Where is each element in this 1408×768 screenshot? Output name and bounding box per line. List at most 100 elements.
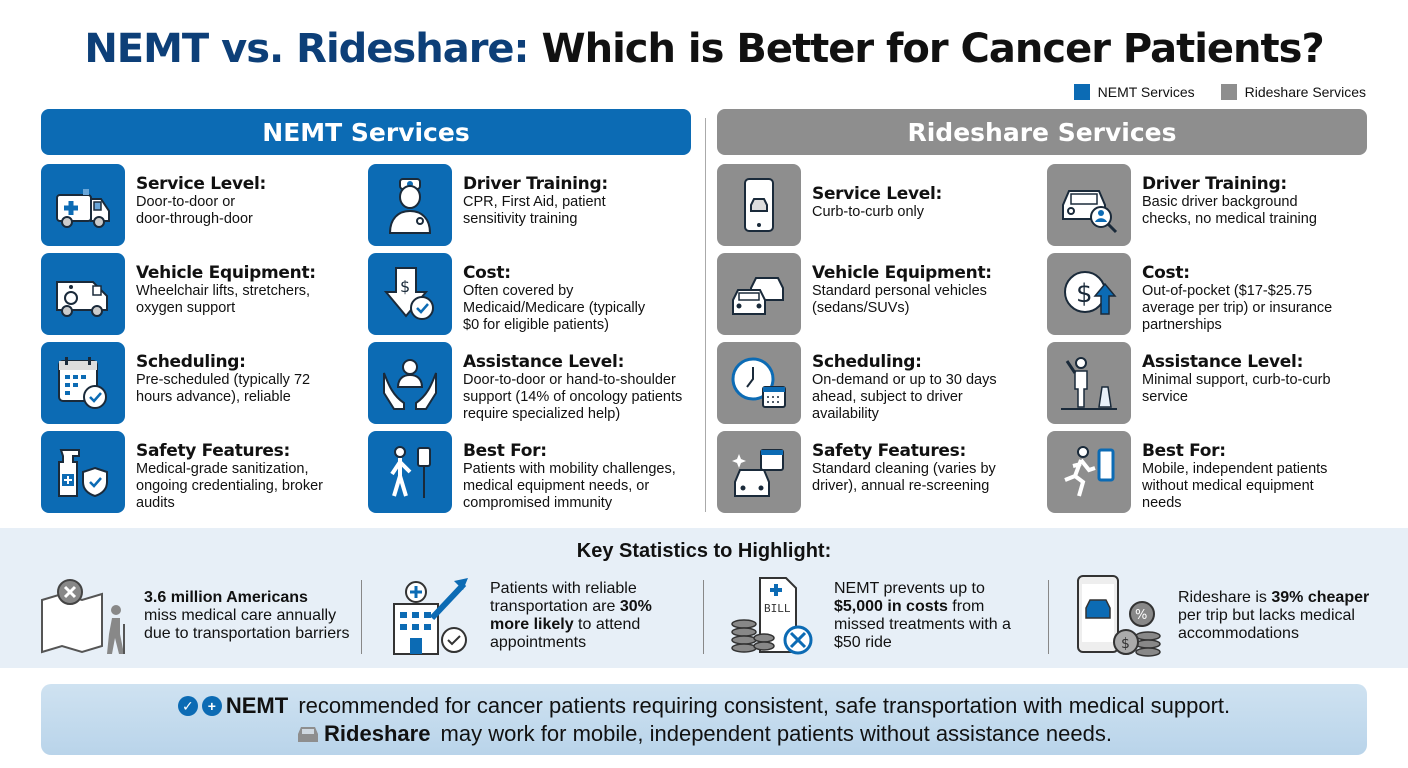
nemt-header: NEMT Services	[41, 109, 691, 155]
phone-coins-icon: %$	[1077, 575, 1161, 657]
card-label: Cost:	[1142, 263, 1190, 283]
card-desc: Basic driver background checks, no medic…	[1142, 194, 1317, 227]
person-curb-icon	[1047, 342, 1131, 424]
card-label: Safety Features:	[136, 441, 290, 461]
card-label: Service Level:	[812, 184, 942, 204]
car-sparkle-calendar-icon	[717, 431, 801, 513]
card-label: Best For:	[1142, 441, 1226, 461]
card-label: Assistance Level:	[463, 352, 625, 372]
card-desc: Standard cleaning (varies by driver), an…	[812, 461, 996, 494]
stat-item: % $ Rideshare is 39% cheaper per trip but…	[1072, 574, 1384, 658]
card-label: Assistance Level:	[1142, 352, 1304, 372]
card-desc: Mobile, independent patients without med…	[1142, 461, 1328, 511]
recommendation-box: ✓ + NEMT recommended for cancer patients…	[41, 684, 1367, 755]
calendar-check-icon	[41, 342, 125, 424]
card-label: Service Level:	[136, 174, 266, 194]
card-label: Scheduling:	[136, 352, 246, 372]
card-desc: Pre-scheduled (typically 72 hours advanc…	[136, 372, 311, 405]
title-rest: Which is Better for Cancer Patients?	[528, 26, 1324, 72]
svg-text:$: $	[1076, 279, 1093, 309]
page-title: NEMT vs. Rideshare: Which is Better for …	[0, 26, 1408, 72]
card-label: Safety Features:	[812, 441, 966, 461]
rideshare-card-driver-training: Driver Training: Basic driver background …	[1047, 164, 1377, 246]
rideshare-card-scheduling: Scheduling: On-demand or up to 30 days ah…	[717, 342, 1047, 424]
stats-band	[0, 528, 1408, 668]
stat-item: Patients with reliable transportation ar…	[384, 574, 680, 658]
svg-text:%: %	[1135, 608, 1147, 623]
stat-divider	[361, 580, 362, 654]
nemt-card-safety-features: Safety Features: Medical-grade sanitizati…	[41, 431, 371, 513]
rec-bold: Rideshare	[324, 720, 431, 746]
bill-coins-icon: BILL	[731, 577, 813, 655]
stat-divider	[1048, 580, 1049, 654]
stat-bold: 30% more likely	[490, 598, 652, 633]
card-desc: Wheelchair lifts, stretchers, oxygen sup…	[136, 283, 311, 316]
card-label: Vehicle Equipment:	[136, 263, 316, 283]
recommendation-nemt: ✓ + NEMT recommended for cancer patients…	[177, 692, 1231, 720]
car-icon	[298, 726, 319, 742]
stat-rest: miss medical care annually due to transp…	[144, 607, 350, 642]
wheelchair-van-icon	[41, 253, 125, 335]
rideshare-card-best-for: Best For: Mobile, independent patients wi…	[1047, 431, 1377, 513]
card-desc: Door-to-door or hand-to-shoulder support…	[463, 372, 683, 422]
card-label: Driver Training:	[1142, 174, 1287, 194]
rec-text: recommended for cancer patients requirin…	[292, 692, 1231, 718]
nemt-card-scheduling: Scheduling: Pre-scheduled (typically 72 h…	[41, 342, 371, 424]
dollar-down-check-icon: $	[368, 253, 452, 335]
patient-iv-icon	[368, 431, 452, 513]
stat-item: BILL NEMT prevents up to $5,000 in costs…	[728, 574, 1034, 658]
stat-divider	[703, 580, 704, 654]
runner-phone-icon	[1047, 431, 1131, 513]
stat-text: Patients with reliable transportation ar…	[490, 580, 680, 652]
rideshare-card-safety-features: Safety Features: Standard cleaning (varie…	[717, 431, 1047, 513]
card-label: Best For:	[463, 441, 547, 461]
dollar-up-icon: $	[1047, 253, 1131, 335]
card-desc: On-demand or up to 30 days ahead, subjec…	[812, 372, 997, 422]
stat-post: per trip but lacks medical accommodation…	[1178, 607, 1355, 642]
rideshare-header: Rideshare Services	[717, 109, 1367, 155]
card-label: Cost:	[463, 263, 511, 283]
legend-item-rideshare: Rideshare Services	[1220, 84, 1366, 100]
clock-calendar-icon	[717, 342, 801, 424]
rideshare-card-service-level: Service Level: Curb-to-curb only	[717, 164, 1047, 246]
phone-car-icon	[717, 164, 801, 246]
legend-label: NEMT Services	[1097, 84, 1195, 100]
car-search-person-icon	[1047, 164, 1131, 246]
stats-title: Key Statistics to Highlight:	[576, 540, 832, 562]
svg-text:$: $	[400, 277, 410, 296]
rec-bold: NEMT	[225, 692, 289, 718]
stat-bold: 39% cheaper	[1271, 589, 1370, 606]
nemt-card-cost: $ Cost: Often covered by Medicaid/Medicar…	[368, 253, 698, 335]
medical-driver-icon	[368, 164, 452, 246]
check-circle-icon: ✓	[177, 695, 198, 716]
map-person-icon	[41, 579, 125, 654]
card-desc: Curb-to-curb only	[812, 204, 925, 220]
card-desc: Out-of-pocket ($17-$25.75 average per tr…	[1142, 283, 1333, 333]
rideshare-card-assistance-level: Assistance Level: Minimal support, curb-t…	[1047, 342, 1377, 424]
card-label: Driver Training:	[463, 174, 608, 194]
recommendation-rideshare: Rideshare may work for mobile, independe…	[296, 720, 1112, 748]
column-divider	[705, 118, 706, 512]
legend-label: Rideshare Services	[1244, 84, 1366, 100]
card-desc: Door-to-door or door-through-door	[136, 194, 253, 227]
stat-bold: $5,000 in costs	[834, 598, 948, 615]
card-desc: CPR, First Aid, patient sensitivity trai…	[463, 194, 606, 227]
title-highlight: NEMT vs. Rideshare:	[84, 26, 529, 72]
stat-text: Rideshare is 39% cheaper per trip but la…	[1178, 589, 1384, 643]
card-label: Vehicle Equipment:	[812, 263, 992, 283]
legend-swatch-rideshare	[1220, 84, 1237, 100]
hands-person-icon	[368, 342, 452, 424]
stat-text: 3.6 million Americans miss medical care a…	[144, 589, 356, 643]
nemt-card-assistance-level: Assistance Level: Door-to-door or hand-to…	[368, 342, 698, 424]
rideshare-card-vehicle-equipment: Vehicle Equipment: Standard personal vehi…	[717, 253, 1047, 335]
stat-item: 3.6 million Americans miss medical care a…	[38, 574, 356, 658]
two-cars-icon	[717, 253, 801, 335]
stat-bold: 3.6 million Americans	[144, 589, 308, 606]
stat-pre: Rideshare is	[1178, 589, 1272, 606]
card-desc: Patients with mobility challenges, medic…	[463, 461, 676, 511]
legend-swatch-nemt	[1073, 84, 1090, 100]
nemt-card-driver-training: Driver Training: CPR, First Aid, patient …	[368, 164, 698, 246]
hospital-arrow-icon	[393, 578, 468, 655]
svg-text:$: $	[1121, 636, 1130, 652]
card-label: Scheduling:	[812, 352, 922, 372]
